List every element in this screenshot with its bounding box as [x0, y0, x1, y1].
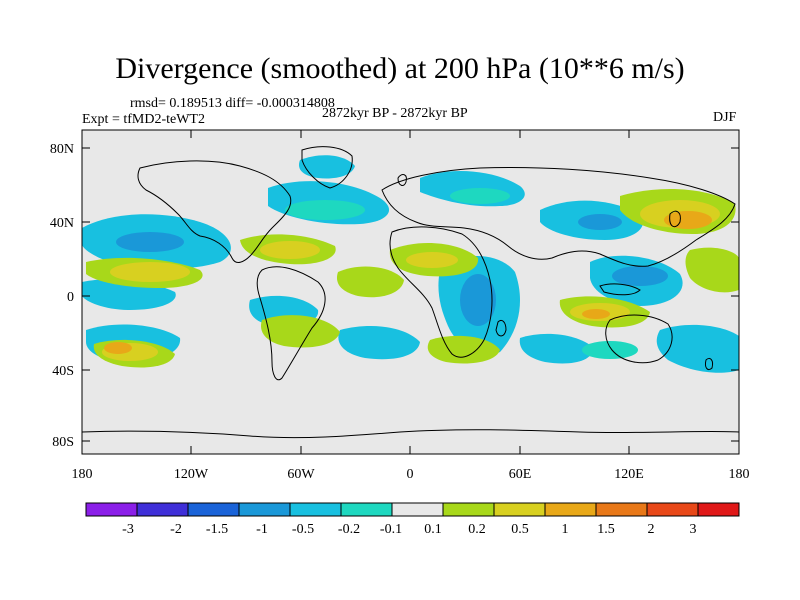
- weak-neg-atlantic: [285, 200, 365, 220]
- pos-mid-n-africa: [406, 252, 458, 268]
- lon-label-120w: 120W: [174, 467, 209, 482]
- lon-label-0: 0: [407, 467, 414, 482]
- colorbar-swatch: [442, 502, 495, 517]
- pos-strong-nwpacific: [664, 211, 712, 229]
- colorbar-swatch: [544, 502, 597, 517]
- colorbar-swatch: [595, 502, 648, 517]
- lat-label-80s: 80S: [52, 435, 74, 450]
- lon-label-60w: 60W: [287, 467, 315, 482]
- pos-region-s-america: [260, 315, 340, 348]
- weak-neg-europe: [450, 188, 510, 204]
- colorbar-label: -0.2: [338, 522, 360, 537]
- pos-mid-natlantic: [260, 241, 320, 259]
- strong-neg-npacific: [116, 232, 184, 252]
- experiment-label: Expt = tfMD2-teWT2: [82, 112, 205, 127]
- colorbar-swatch: [187, 502, 240, 517]
- colorbar-swatch: [85, 502, 138, 517]
- eurasia-coast: [381, 167, 736, 267]
- japan-coast: [669, 210, 681, 228]
- colorbar-swatch: [238, 502, 291, 517]
- colorbar: -3 -2 -1.5 -1 -0.5 -0.2 -0.1 0.1 0.2 0.5…: [85, 502, 740, 537]
- lon-label-60e: 60E: [509, 467, 532, 482]
- neg-region-satlantic: [338, 326, 420, 360]
- new-zealand-coast: [705, 357, 713, 371]
- greenland-coast: [301, 146, 353, 189]
- lat-label-40s: 40S: [52, 364, 74, 379]
- colorbar-label: -1: [256, 522, 268, 537]
- colorbar-swatch: [136, 502, 189, 517]
- strong-neg-maritime: [612, 266, 668, 286]
- colorbar-label: 3: [690, 522, 697, 537]
- lon-label-180w: 180: [72, 467, 93, 482]
- antarctica-coast: [82, 429, 739, 439]
- colorbar-label: 0.1: [424, 522, 442, 537]
- colorbar-label: -0.5: [292, 522, 314, 537]
- weak-neg-sindian: [582, 341, 638, 359]
- australia-coast: [605, 314, 673, 364]
- colorbar-label: 1.5: [597, 522, 615, 537]
- pos-region-ne-pacific: [685, 247, 739, 293]
- lon-label-180e: 180: [729, 467, 750, 482]
- coastlines: [82, 146, 739, 439]
- south-america-coast: [256, 266, 326, 381]
- colorbar-label: 0.5: [511, 522, 529, 537]
- stats-line: rmsd= 0.189513 diff= -0.000314808: [130, 96, 335, 111]
- north-america-coast: [137, 160, 292, 263]
- tick-marks: [81, 130, 740, 454]
- colorbar-swatch: [646, 502, 699, 517]
- lon-label-120e: 120E: [614, 467, 644, 482]
- indonesia-coast: [599, 283, 641, 296]
- strong-neg-africa: [460, 274, 496, 326]
- colorbar-label: -1.5: [206, 522, 228, 537]
- pos-strong-sw-pacific: [582, 309, 610, 319]
- africa-coast: [389, 226, 493, 358]
- lat-label-80n: 80N: [50, 142, 74, 157]
- colorbar-swatch: [697, 502, 740, 517]
- colorbar-label: -3: [122, 522, 134, 537]
- colorbar-swatch: [391, 502, 444, 517]
- neg-region-greenland: [298, 155, 355, 179]
- colorbar-label: -0.1: [380, 522, 402, 537]
- colorbar-label: 2: [648, 522, 655, 537]
- colorbar-swatch: [289, 502, 342, 517]
- colorbar-swatch: [340, 502, 393, 517]
- lat-label-40n: 40N: [50, 216, 74, 231]
- pos-strong-spacific: [104, 342, 132, 354]
- colorbar-label: 0.2: [468, 522, 486, 537]
- madagascar-coast: [495, 319, 507, 337]
- colorbar-label: -2: [170, 522, 182, 537]
- strong-neg-asia: [578, 214, 622, 230]
- map-title: Divergence (smoothed) at 200 hPa (10**6 …: [115, 52, 685, 85]
- colorbar-swatch: [493, 502, 546, 517]
- lat-label-0: 0: [67, 290, 74, 305]
- neg-region-spacific-e: [656, 324, 739, 373]
- neg-region-sindian: [519, 333, 594, 364]
- pos-region-atlantic-eq: [336, 266, 404, 298]
- uk-coast: [397, 174, 407, 186]
- colorbar-label: 1: [562, 522, 569, 537]
- period-label: 2872kyr BP - 2872kyr BP: [322, 106, 468, 121]
- pos-mid-npacific: [110, 262, 190, 282]
- season-label: DJF: [713, 110, 737, 125]
